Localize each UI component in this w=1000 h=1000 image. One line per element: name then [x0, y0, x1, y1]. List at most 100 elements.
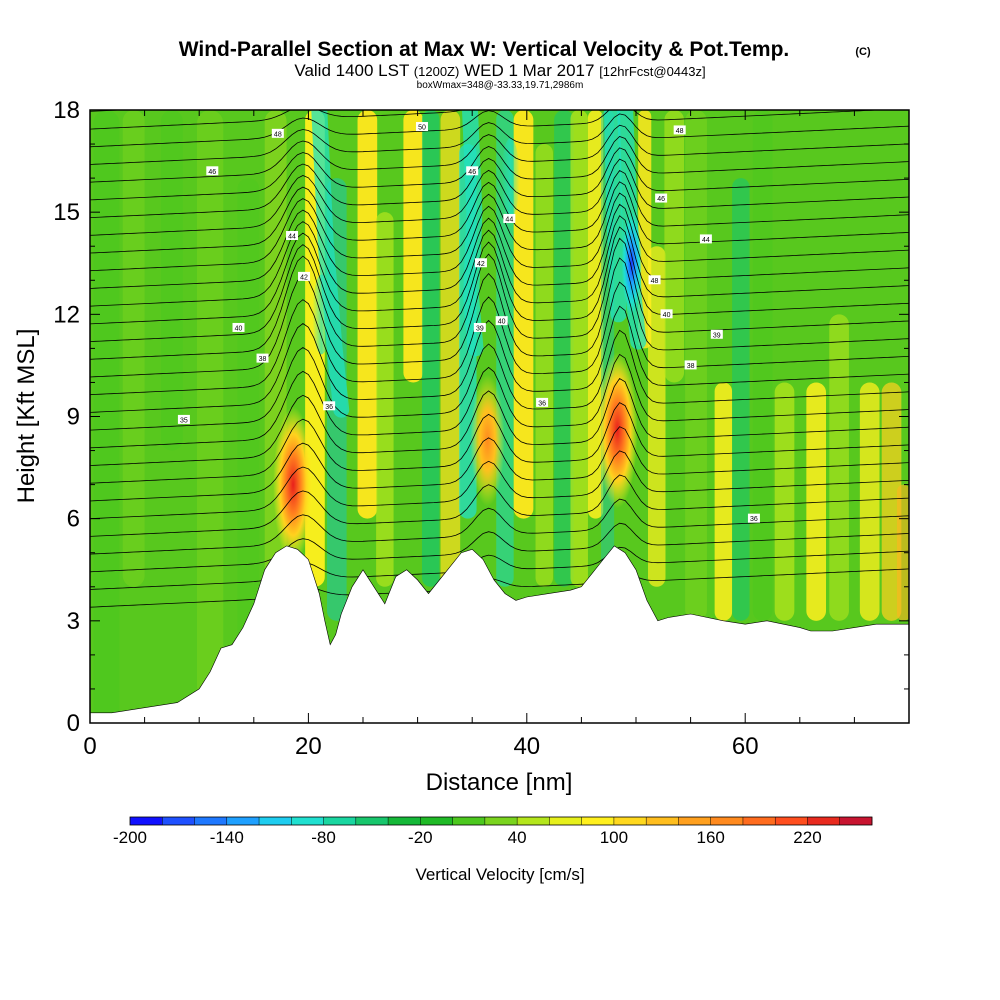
x-tick-labels: 0 20 40 60 — [83, 733, 758, 760]
field-band — [403, 110, 424, 383]
theta-label-text: 50 — [418, 125, 426, 132]
theta-label-bg — [699, 234, 712, 244]
theta-label-bg — [710, 329, 723, 339]
colorbar-tick-label: 40 — [508, 828, 527, 847]
theta-label: 39 — [473, 322, 486, 332]
colorbar-tick-label: 160 — [697, 828, 725, 847]
theta-label: 48 — [271, 128, 284, 138]
theta-label: 50 — [415, 122, 428, 132]
field-band — [237, 178, 260, 655]
colorbar-swatch — [130, 817, 163, 825]
colorbar-tick-label: -200 — [113, 828, 147, 847]
colorbar-swatch — [323, 817, 357, 825]
theta-label: 40 — [495, 316, 508, 326]
theta-label: 40 — [660, 309, 673, 319]
theta-label-text: 48 — [274, 131, 282, 138]
field-band — [774, 382, 795, 621]
colorbar-swatch — [259, 817, 292, 825]
colorbar-frame — [129, 816, 873, 826]
theta-label: 44 — [503, 213, 516, 223]
field-band — [648, 246, 666, 587]
theta-contour — [90, 450, 909, 520]
field-band — [535, 144, 554, 587]
theta-label: 42 — [298, 271, 311, 281]
field-band — [357, 110, 378, 519]
field-band — [421, 110, 440, 587]
colorbar-swatch — [291, 817, 324, 825]
theta-label-bg — [474, 258, 487, 268]
field-band — [806, 382, 827, 621]
updraft-core — [470, 374, 505, 507]
theta-label-bg — [256, 353, 269, 363]
y-tick-label: 3 — [67, 608, 80, 635]
theta-label-text: 48 — [676, 128, 684, 135]
theta-contour — [90, 158, 909, 236]
subtitle-utc: (1200Z) — [414, 64, 460, 79]
field-band — [554, 110, 574, 587]
field-band — [714, 382, 733, 621]
theta-label-bg — [655, 193, 668, 203]
theta-contour — [90, 113, 909, 165]
y-tick-labels: 0 3 6 9 12 15 18 — [53, 97, 80, 737]
theta-label: 38 — [256, 353, 269, 363]
theta-label-bg — [536, 397, 549, 407]
theta-contour — [90, 498, 909, 555]
theta-label-text: 44 — [505, 216, 513, 223]
theta-label-bg — [415, 122, 428, 132]
downdraft-lane — [311, 110, 350, 418]
terrain-mask — [90, 545, 909, 723]
theta-label-text: 36 — [325, 404, 333, 411]
colorbar-swatch — [807, 817, 841, 825]
theta-label: 39 — [710, 329, 723, 339]
theta-contour — [90, 181, 909, 272]
theta-contour — [90, 305, 909, 413]
colorbar-tick-labels: -200 -140 -80 -20 40 100 160 220 — [113, 828, 822, 847]
x-tick-label: 0 — [83, 733, 96, 760]
colorbar-swatch — [839, 817, 873, 825]
theta-label-bg — [466, 166, 479, 176]
theta-label-bg — [747, 513, 760, 523]
field-cores — [273, 138, 642, 563]
theta-contour — [90, 203, 909, 307]
downdraft-core — [312, 274, 331, 355]
theta-contour — [90, 226, 909, 342]
colorbar — [129, 816, 873, 826]
x-tick-label: 40 — [513, 733, 540, 760]
theta-label-text: 39 — [713, 332, 721, 339]
theta-label-bg — [206, 166, 219, 176]
chart-subtitle: Valid 1400 LST (1200Z) WED 1 Mar 2017 [1… — [294, 61, 705, 80]
x-tick-label: 60 — [732, 733, 759, 760]
theta-contour — [90, 257, 909, 378]
theta-contour — [90, 377, 909, 466]
colorbar-swatch — [162, 817, 195, 825]
theta-label: 42 — [474, 258, 487, 268]
theta-label: 36 — [747, 513, 760, 523]
updraft-core — [597, 352, 638, 509]
colorbar-swatch — [388, 817, 421, 825]
field-band — [570, 110, 588, 587]
theta-label-text: 46 — [468, 169, 476, 176]
theta-label-text: 40 — [235, 325, 243, 332]
colorbar-swatch — [710, 817, 744, 825]
colorbar-swatch — [678, 817, 711, 825]
theta-label-bg — [271, 128, 284, 138]
theta-label-bg — [503, 213, 516, 223]
theta-contour — [90, 136, 909, 201]
colorbar-swatch — [194, 817, 228, 825]
theta-label: 48 — [648, 275, 661, 285]
theta-contour — [90, 522, 909, 573]
field-band — [160, 110, 183, 451]
colorbar-swatch — [420, 817, 453, 825]
theta-label-text: 36 — [750, 516, 758, 523]
theta-label: 46 — [206, 166, 219, 176]
theta-label: 44 — [699, 234, 712, 244]
y-tick-label: 18 — [53, 97, 80, 124]
field-band — [881, 382, 902, 621]
theta-label-text: 44 — [288, 234, 296, 241]
theta-label-bg — [298, 271, 311, 281]
field-band — [440, 110, 461, 587]
colorbar-tick-label: -80 — [311, 828, 336, 847]
y-tick-label: 12 — [53, 301, 80, 328]
theta-contour — [90, 169, 909, 254]
